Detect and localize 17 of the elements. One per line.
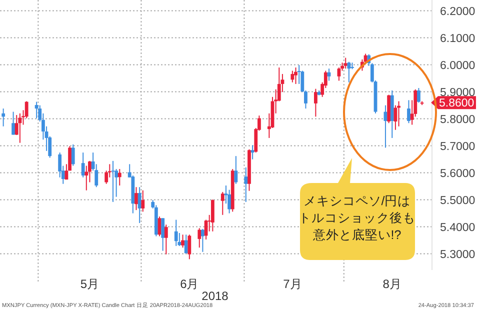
- y-tick-label: 5.8000: [440, 114, 476, 126]
- y-tick-label: 5.9000: [440, 86, 476, 99]
- y-tick-label: 5.3000: [440, 248, 476, 261]
- x-tick-label: 5月: [80, 277, 100, 291]
- annotation: 5.8600: [439, 98, 474, 110]
- y-tick-label: 5.6000: [440, 168, 476, 180]
- x-tick-label: 7月: [283, 277, 302, 291]
- y-tick-label: 6.0000: [440, 60, 476, 72]
- x-tick-label: 8月: [382, 277, 402, 291]
- y-tick-label: 5.7000: [440, 140, 476, 153]
- x-tick-label: 6月: [180, 277, 199, 291]
- y-tick-label: 6.2000: [440, 6, 476, 18]
- x-axis-title: 2018: [202, 289, 229, 303]
- y-tick-label: 5.5000: [440, 194, 476, 207]
- annotation: メキシコペソ/円はトルコショック後も意外と底堅い!?: [298, 194, 416, 242]
- y-tick-label: 5.4000: [440, 222, 476, 234]
- y-tick-label: 6.1000: [440, 32, 476, 45]
